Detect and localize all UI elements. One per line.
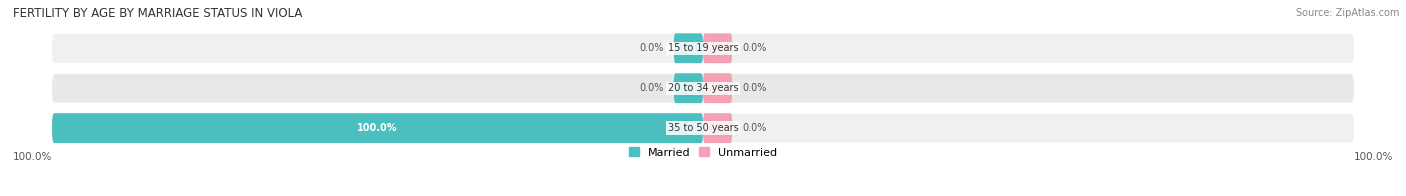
Text: FERTILITY BY AGE BY MARRIAGE STATUS IN VIOLA: FERTILITY BY AGE BY MARRIAGE STATUS IN V… bbox=[13, 6, 302, 20]
FancyBboxPatch shape bbox=[52, 113, 703, 143]
Text: 100.0%: 100.0% bbox=[357, 123, 398, 133]
Text: 35 to 50 years: 35 to 50 years bbox=[668, 123, 738, 133]
Text: 100.0%: 100.0% bbox=[13, 152, 52, 162]
Text: 15 to 19 years: 15 to 19 years bbox=[668, 43, 738, 53]
FancyBboxPatch shape bbox=[673, 33, 703, 63]
FancyBboxPatch shape bbox=[673, 73, 703, 103]
Text: 100.0%: 100.0% bbox=[1354, 152, 1393, 162]
Text: Source: ZipAtlas.com: Source: ZipAtlas.com bbox=[1295, 8, 1399, 18]
Text: 0.0%: 0.0% bbox=[640, 43, 664, 53]
Legend: Married, Unmarried: Married, Unmarried bbox=[628, 147, 778, 158]
FancyBboxPatch shape bbox=[52, 34, 1354, 63]
Text: 0.0%: 0.0% bbox=[742, 43, 766, 53]
Text: 20 to 34 years: 20 to 34 years bbox=[668, 83, 738, 93]
FancyBboxPatch shape bbox=[703, 73, 733, 103]
FancyBboxPatch shape bbox=[52, 114, 1354, 142]
FancyBboxPatch shape bbox=[52, 74, 1354, 103]
Text: 0.0%: 0.0% bbox=[742, 123, 766, 133]
FancyBboxPatch shape bbox=[703, 113, 733, 143]
Text: 0.0%: 0.0% bbox=[640, 83, 664, 93]
Text: 0.0%: 0.0% bbox=[742, 83, 766, 93]
FancyBboxPatch shape bbox=[703, 33, 733, 63]
